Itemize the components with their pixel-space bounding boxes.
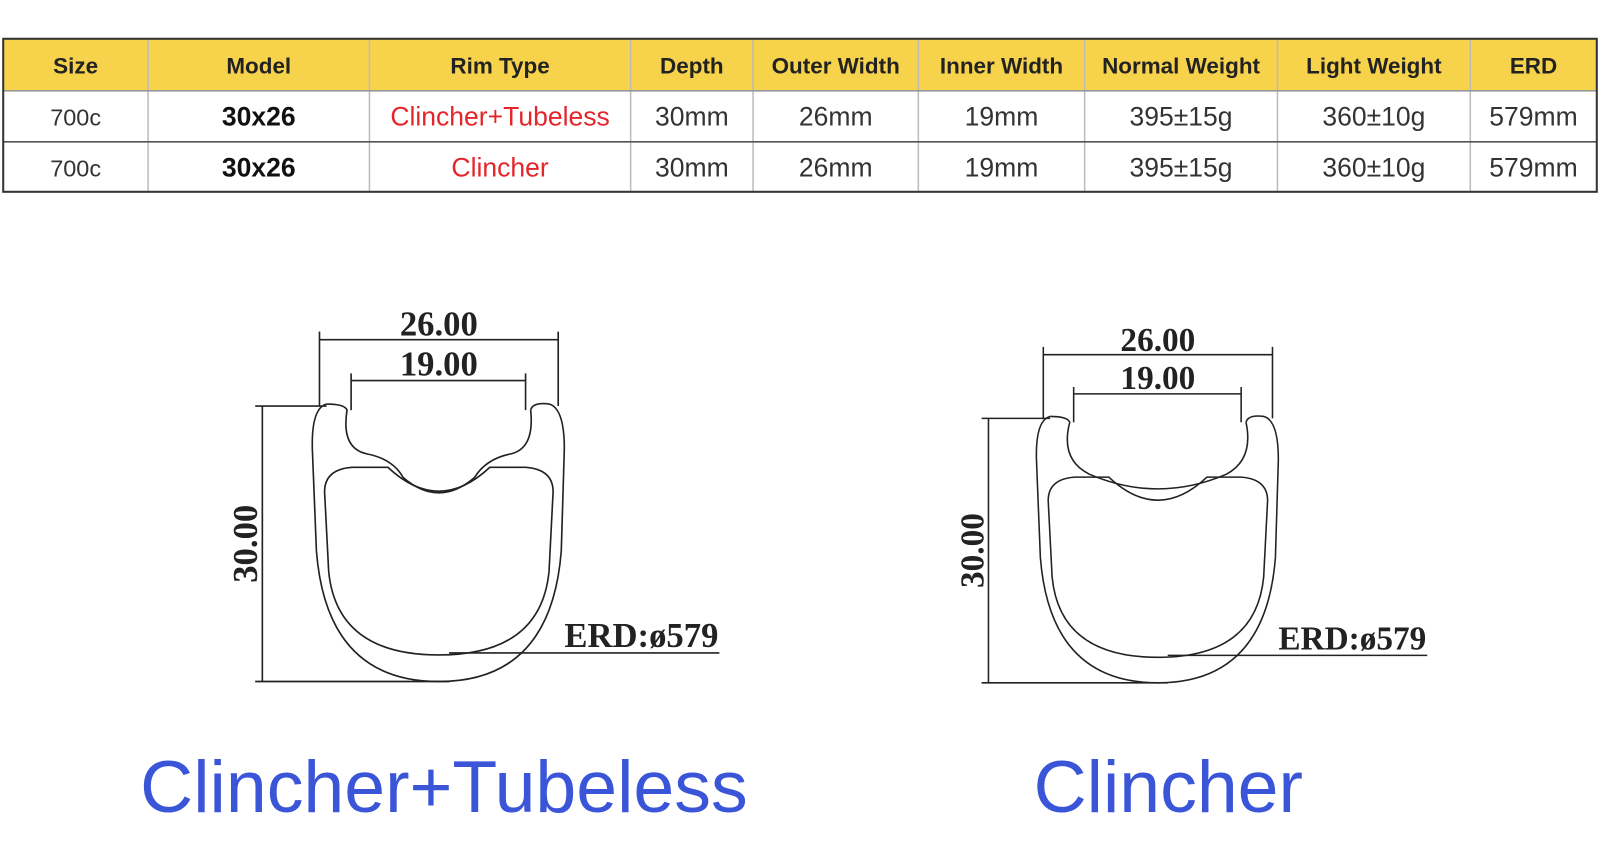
header-cell: Depth xyxy=(660,53,724,78)
diagrams: 26.0019.0030.00ERD:ø579Clincher+Tubeless… xyxy=(140,305,1428,828)
erd-label: ERD:ø579 xyxy=(1278,621,1426,658)
outer-width-label: 26.00 xyxy=(400,305,478,344)
table-cell: 395±15g xyxy=(1130,101,1233,131)
rim-cavity xyxy=(1047,476,1269,659)
table-cell: 30mm xyxy=(655,101,729,131)
header-cell: Rim Type xyxy=(450,53,549,78)
rim-channel xyxy=(326,403,533,494)
depth-label: 30.00 xyxy=(226,505,265,583)
rim-outline xyxy=(311,402,566,683)
table-cell: 30x26 xyxy=(222,152,296,182)
header-cell: Outer Width xyxy=(772,53,900,78)
table-cell: 700c xyxy=(50,155,101,181)
header-cell: Inner Width xyxy=(940,53,1063,78)
caption: Clincher xyxy=(1034,746,1303,828)
table-cell: Clincher xyxy=(451,152,548,182)
table-cell: 579mm xyxy=(1489,152,1577,182)
header-cell: Light Weight xyxy=(1306,53,1442,78)
rim-channel xyxy=(1050,415,1249,490)
table-cell: 30mm xyxy=(655,152,729,182)
table-cell: Clincher+Tubeless xyxy=(390,101,609,131)
table-cell: 579mm xyxy=(1489,101,1577,131)
table-cell: 30x26 xyxy=(222,101,296,131)
spec-table: Size Model Rim Type Depth Outer Width Inner W… xyxy=(2,37,1598,193)
table-cell: 19mm xyxy=(965,152,1039,182)
caption: Clincher+Tubeless xyxy=(140,746,748,828)
table-cell: 26mm xyxy=(799,152,873,182)
outer-width-label: 26.00 xyxy=(1120,322,1195,359)
header-cell: Size xyxy=(53,53,98,78)
table-border xyxy=(2,37,1598,193)
table-cell: 26mm xyxy=(799,101,873,131)
erd-label: ERD:ø579 xyxy=(564,616,718,655)
header-cell: Normal Weight xyxy=(1102,53,1260,78)
inner-width-label: 19.00 xyxy=(1120,360,1195,397)
table-cell: 360±10g xyxy=(1322,152,1425,182)
table-cell: 395±15g xyxy=(1130,152,1233,182)
table-cell: 19mm xyxy=(965,101,1039,131)
header-cell: Model xyxy=(226,53,291,78)
inner-width-label: 19.00 xyxy=(400,344,478,383)
header-bg xyxy=(3,38,1597,91)
rim-outline xyxy=(1035,415,1280,684)
header-cell: ERD xyxy=(1510,53,1557,78)
rim-cavity xyxy=(323,466,554,656)
table-cell: 700c xyxy=(50,104,101,130)
depth-label: 30.00 xyxy=(955,513,992,588)
table-cell: 360±10g xyxy=(1322,101,1425,131)
